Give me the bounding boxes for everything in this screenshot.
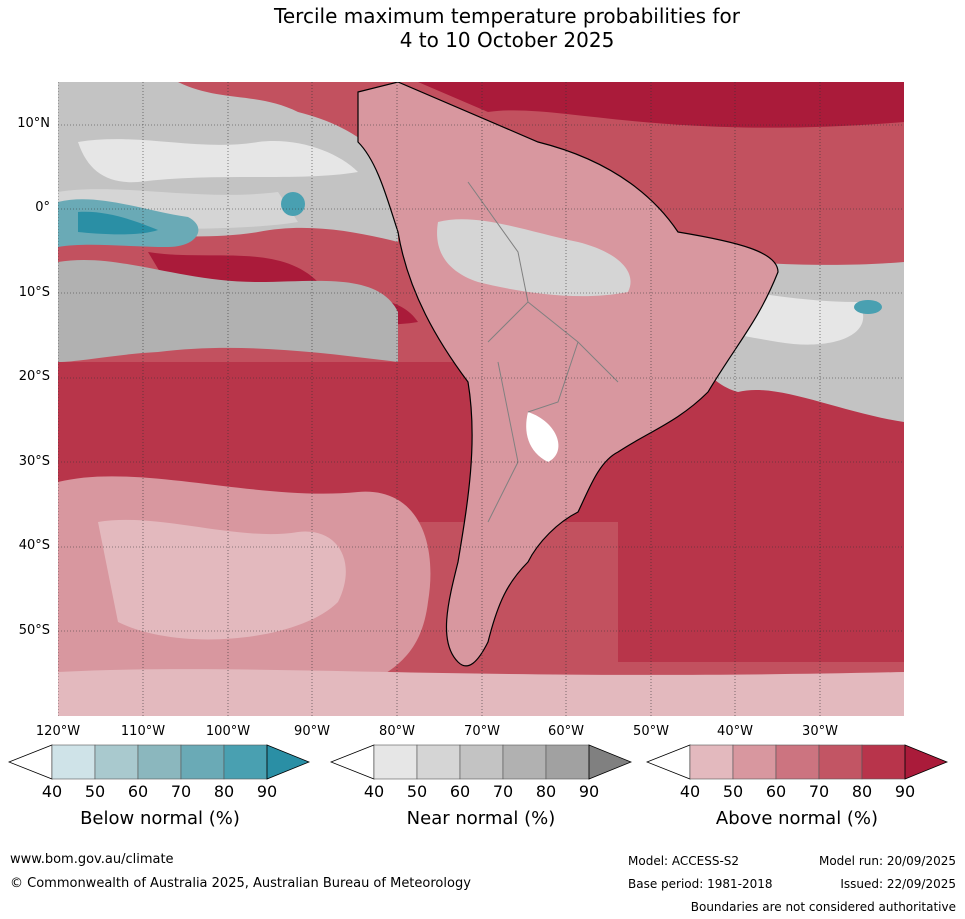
colorbar-above-bin-40 [689, 744, 734, 780]
lon-label-100w: 100°W [205, 724, 251, 739]
colorbar-above-low-triangle [646, 744, 691, 780]
colorbar-above-tick-90: 90 [894, 782, 916, 801]
colorbar-below-tick-70: 70 [170, 782, 192, 801]
lon-label-30w: 30°W [802, 724, 838, 739]
colorbar-near-bin-80 [545, 744, 590, 780]
colorbar-above-tick-50: 50 [722, 782, 744, 801]
coastline [357, 82, 779, 667]
colorbar-near-high-triangle [588, 744, 632, 780]
footer-website-link[interactable]: www.bom.gov.au/climate [10, 852, 174, 867]
title-line-1: Tercile maximum temperature probabilitie… [274, 4, 740, 28]
colorbar-near-tick-60: 60 [449, 782, 471, 801]
colorbar-near-tick-90: 90 [578, 782, 600, 801]
colorbar-below-high-triangle [266, 744, 310, 780]
map-svg [58, 82, 904, 716]
colorbar-below-low-triangle [8, 744, 53, 780]
colorbar-near-bin-50 [416, 744, 461, 780]
lat-label-40s: 40°S [18, 538, 50, 553]
colorbar-near-tick-40: 40 [363, 782, 385, 801]
colorbar-above [646, 744, 948, 780]
lon-label-50w: 50°W [633, 724, 669, 739]
title-line-2: 4 to 10 October 2025 [399, 28, 615, 52]
colorbar-above-bin-70 [818, 744, 863, 780]
colorbar-below-tick-80: 80 [213, 782, 235, 801]
colorbar-above-high-triangle [904, 744, 948, 780]
map-title: Tercile maximum temperature probabilitie… [0, 4, 965, 52]
colorbar-above-tick-70: 70 [808, 782, 830, 801]
lat-label-0: 0° [35, 200, 50, 215]
zone-below-atlantic [854, 300, 882, 314]
zone-near-50 [78, 139, 358, 183]
lon-label-120w: 120°W [35, 724, 81, 739]
colorbar-below-bin-80 [223, 744, 268, 780]
colorbar-below-tick-90: 90 [256, 782, 278, 801]
colorbar-below [8, 744, 310, 780]
zone-white-argentina [526, 412, 559, 462]
lat-label-30s: 30°S [18, 454, 50, 469]
colorbar-near [330, 744, 632, 780]
footer-copyright: © Commonwealth of Australia 2025, Austra… [10, 876, 471, 891]
colorbar-above-bin-50 [732, 744, 777, 780]
colorbar-below-bin-60 [137, 744, 182, 780]
zone-above-50 [98, 519, 346, 640]
zone-above-80-atlantic [618, 462, 904, 662]
lat-label-10n: 10°N [17, 116, 50, 131]
colorbar-near-bin-40 [373, 744, 418, 780]
colorbar-near-bin-60 [459, 744, 504, 780]
colorbar-above-bin-60 [775, 744, 820, 780]
colorbar-near-tick-80: 80 [535, 782, 557, 801]
zone-above-90-north [58, 82, 904, 128]
footer-model-run: Model run: 20/09/2025 [818, 854, 956, 868]
lat-label-10s: 10°S [18, 285, 50, 300]
lat-label-50s: 50°S [18, 623, 50, 638]
colorbar-above-tick-60: 60 [765, 782, 787, 801]
colorbar-below-bin-50 [94, 744, 139, 780]
colorbar-below-bin-40 [51, 744, 96, 780]
footer-disclaimer: Boundaries are not considered authoritat… [690, 900, 956, 914]
zone-above-south [58, 669, 904, 716]
country-borders [467, 181, 619, 523]
lat-label-20s: 20°S [18, 369, 50, 384]
lon-label-70w: 70°W [464, 724, 500, 739]
colorbar-near-tick-70: 70 [492, 782, 514, 801]
gridlines [58, 82, 904, 716]
lon-label-90w: 90°W [294, 724, 330, 739]
colorbar-near-bin-70 [502, 744, 547, 780]
zone-below-galapagos [281, 192, 305, 216]
colorbar-above-bin-80 [861, 744, 906, 780]
probability-map [58, 82, 904, 716]
colorbar-near-low-triangle [330, 744, 375, 780]
colorbar-below-bin-70 [180, 744, 225, 780]
colorbar-below-title: Below normal (%) [80, 808, 240, 829]
colorbar-below-tick-40: 40 [41, 782, 63, 801]
footer-base-period: Base period: 1981-2018 [628, 877, 773, 891]
footer-model: Model: ACCESS-S2 [628, 854, 740, 868]
footer-issued: Issued: 22/09/2025 [840, 877, 956, 891]
lon-label-40w: 40°W [717, 724, 753, 739]
zone-below-90 [78, 211, 158, 235]
lon-label-80w: 80°W [379, 724, 415, 739]
colorbar-above-title: Above normal (%) [715, 808, 879, 829]
colorbar-near-title: Near normal (%) [406, 808, 556, 829]
colorbar-below-tick-50: 50 [84, 782, 106, 801]
colorbar-near-tick-50: 50 [406, 782, 428, 801]
colorbar-above-tick-40: 40 [679, 782, 701, 801]
lon-label-110w: 110°W [120, 724, 166, 739]
colorbar-above-tick-80: 80 [851, 782, 873, 801]
colorbar-below-tick-60: 60 [127, 782, 149, 801]
zone-near-amazon [437, 219, 631, 297]
lon-label-60w: 60°W [548, 724, 584, 739]
